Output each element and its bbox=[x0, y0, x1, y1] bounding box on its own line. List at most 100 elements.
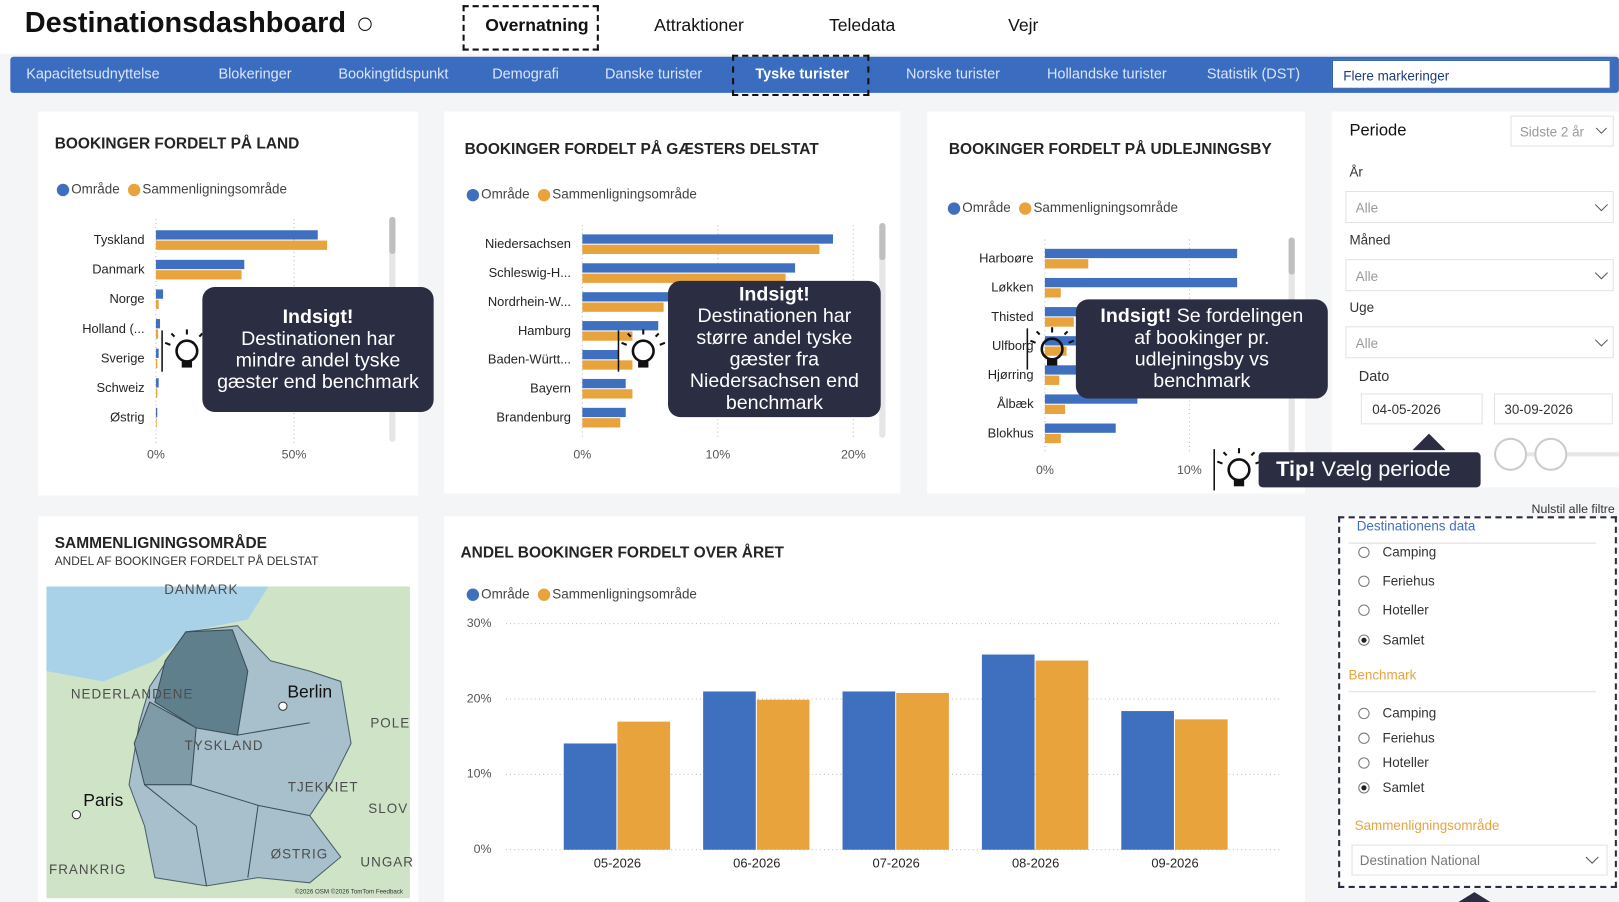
dropdown[interactable]: Sidste 2 år bbox=[1511, 116, 1614, 147]
x-tick-label: 06-2026 bbox=[733, 856, 780, 871]
tab[interactable]: Statistik (DST) bbox=[1171, 65, 1336, 82]
legend-label: Sammenligningsområde bbox=[1033, 200, 1178, 215]
y-tick-label: Løkken bbox=[991, 280, 1033, 295]
x-tick-label: 05-2026 bbox=[594, 856, 641, 871]
reset-button[interactable]: Nulstil alle filtre bbox=[1476, 502, 1614, 516]
y-tick-label: Ålbæk bbox=[997, 396, 1034, 411]
legend-marker bbox=[538, 189, 550, 201]
y-tick-label: Harboøre bbox=[979, 251, 1033, 266]
y-tick-label: Bayern bbox=[530, 381, 571, 396]
radio-label[interactable]: Camping bbox=[1383, 705, 1437, 720]
radio-label[interactable]: Hoteller bbox=[1383, 602, 1429, 617]
bar bbox=[582, 263, 795, 272]
radio-label[interactable]: Samlet bbox=[1383, 632, 1425, 647]
map-label: Paris bbox=[83, 790, 123, 810]
nav-item[interactable]: Attraktioner bbox=[637, 15, 761, 36]
dropdown[interactable]: Alle bbox=[1345, 259, 1613, 291]
map-label: ØSTRIG bbox=[271, 846, 329, 861]
scrollbar-thumb bbox=[1289, 237, 1295, 274]
bar bbox=[582, 408, 625, 417]
bar bbox=[156, 260, 244, 269]
callout-heading: Indsigt! bbox=[682, 284, 866, 306]
bar bbox=[1045, 424, 1116, 433]
bulb-base bbox=[1234, 480, 1244, 486]
y-tick-label: Tyskland bbox=[94, 232, 145, 247]
radio-label[interactable]: Samlet bbox=[1383, 780, 1425, 795]
map-label: DANMARK bbox=[164, 582, 238, 597]
bar bbox=[156, 319, 160, 328]
x-tick-label: 10% bbox=[705, 448, 730, 462]
dropdown[interactable]: Alle bbox=[1345, 326, 1613, 358]
bar bbox=[1045, 278, 1237, 287]
tab[interactable]: Hollandske turister bbox=[1024, 65, 1189, 82]
map-label: SLOV bbox=[368, 801, 408, 816]
body: BOOKINGER FORDELT PÅ LAND Område Sammenlig… bbox=[0, 0, 1619, 902]
x-tick-label: 10% bbox=[1177, 463, 1202, 477]
legend-marker bbox=[467, 589, 479, 601]
y-tick-label: Holland (... bbox=[82, 321, 144, 336]
map-label: POLE bbox=[370, 715, 410, 730]
x-tick-label: 09-2026 bbox=[1151, 856, 1198, 871]
x-tick-label: 0% bbox=[573, 448, 591, 462]
y-tick-label: Nordrhein-W... bbox=[488, 294, 571, 309]
group-title: Benchmark bbox=[1348, 667, 1416, 682]
tab[interactable]: Kapacitetsudnyttelse bbox=[10, 65, 175, 82]
legend-label: Område bbox=[71, 182, 119, 197]
bar bbox=[156, 408, 157, 417]
bar bbox=[1045, 249, 1237, 258]
bar bbox=[582, 234, 833, 243]
y-tick-label: Blokhus bbox=[988, 425, 1034, 440]
bulb-rays bbox=[1217, 448, 1260, 463]
bar bbox=[1045, 376, 1059, 385]
y-tick-label: 30% bbox=[467, 616, 492, 630]
bar bbox=[1045, 259, 1088, 268]
bar bbox=[582, 379, 625, 388]
tab[interactable]: Norske turister bbox=[870, 65, 1035, 82]
tab-selected-box bbox=[732, 55, 869, 96]
dropdown[interactable]: Alle bbox=[1345, 191, 1613, 223]
bar bbox=[156, 230, 318, 239]
bar bbox=[1121, 711, 1174, 850]
legend-marker bbox=[57, 184, 69, 196]
tab-dropdown[interactable]: Flere markeringer bbox=[1332, 60, 1611, 89]
bulb-base bbox=[182, 361, 192, 367]
tab[interactable]: Danske turister bbox=[571, 65, 736, 82]
y-tick-label: 0% bbox=[474, 842, 492, 856]
radio-label[interactable]: Feriehus bbox=[1383, 573, 1435, 588]
legend-label: Sammenligningsområde bbox=[552, 586, 697, 601]
city-marker bbox=[72, 811, 80, 819]
bar bbox=[582, 245, 819, 254]
legend-label: Område bbox=[481, 187, 529, 202]
radio-label[interactable]: Camping bbox=[1383, 544, 1437, 559]
map-label: NEDERLANDENE bbox=[71, 686, 194, 701]
date-input[interactable]: 30-09-2026 bbox=[1494, 393, 1613, 424]
y-tick-label: 20% bbox=[467, 691, 492, 705]
bar bbox=[843, 691, 896, 849]
nav-item[interactable]: Vejr bbox=[961, 15, 1085, 36]
y-tick-label: Brandenburg bbox=[496, 410, 571, 425]
radio-dot bbox=[1361, 785, 1366, 790]
bar bbox=[582, 360, 632, 369]
date-input[interactable]: 04-05-2026 bbox=[1361, 393, 1483, 424]
callout-text: Destinationen har mindre andel tyske gæs… bbox=[217, 328, 419, 393]
group-title: Destinationens data bbox=[1357, 518, 1476, 533]
bar bbox=[156, 349, 159, 358]
filter-label: Sammenligningsområde bbox=[1355, 818, 1500, 833]
bar bbox=[582, 418, 620, 427]
radio-label[interactable]: Feriehus bbox=[1383, 730, 1435, 745]
chart-title: BOOKINGER FORDELT PÅ LAND bbox=[55, 136, 300, 153]
bar bbox=[582, 331, 632, 340]
bar bbox=[156, 300, 159, 309]
legend-marker bbox=[1019, 202, 1031, 214]
radio-dot bbox=[1361, 638, 1366, 643]
y-tick-label: Norge bbox=[109, 291, 144, 306]
legend-marker bbox=[128, 184, 140, 196]
radio-label[interactable]: Hoteller bbox=[1383, 755, 1429, 770]
nav-item[interactable]: Teledata bbox=[800, 15, 924, 36]
dropdown[interactable]: Destination National bbox=[1352, 845, 1608, 876]
bulb-base bbox=[1047, 359, 1057, 365]
bar bbox=[617, 722, 670, 850]
x-tick-label: 0% bbox=[147, 448, 165, 462]
x-tick-label: 0% bbox=[1036, 463, 1054, 477]
bar bbox=[156, 418, 157, 427]
